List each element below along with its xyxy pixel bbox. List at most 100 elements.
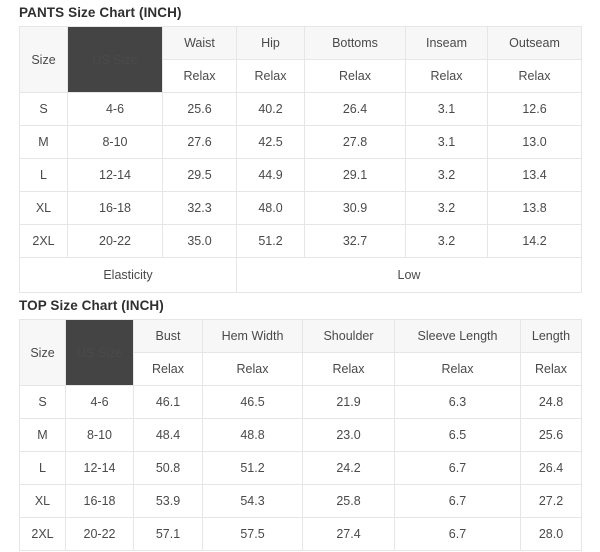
- pants-row-bottoms: 29.1: [304, 158, 406, 192]
- top-row-length: 24.8: [520, 385, 582, 419]
- pants-row-outseam: 13.4: [487, 158, 582, 192]
- table-row: XL 16-18 53.9 54.3 25.8 6.7 27.2: [19, 484, 582, 518]
- table-row: S 4-6 25.6 40.2 26.4 3.1 12.6: [19, 92, 582, 126]
- pants-header-row-fit: Relax Relax Relax Relax Relax: [20, 59, 582, 93]
- top-row-bust: 48.4: [133, 418, 203, 452]
- top-row-hem-width: 57.5: [202, 517, 303, 551]
- pants-row-size: M: [19, 125, 68, 159]
- elasticity-label: Elasticity: [19, 257, 237, 293]
- top-row-size: M: [19, 418, 66, 452]
- top-row-shoulder: 25.8: [302, 484, 395, 518]
- pants-header-waist: Waist: [162, 26, 237, 60]
- top-row-bust: 46.1: [133, 385, 203, 419]
- pants-row-bottoms: 32.7: [304, 224, 406, 258]
- top-row-hem-width: 46.5: [202, 385, 303, 419]
- top-fit-sleeve-length: Relax: [394, 352, 521, 386]
- elasticity-value: Low: [236, 257, 582, 293]
- pants-row-size: XL: [19, 191, 68, 225]
- pants-header-inseam: Inseam: [405, 26, 488, 60]
- top-row-us-size: 12-14: [65, 451, 134, 485]
- pants-row-inseam: 3.2: [405, 224, 488, 258]
- pants-row-inseam: 3.2: [405, 191, 488, 225]
- top-fit-bust: Relax: [133, 352, 203, 386]
- top-row-shoulder: 27.4: [302, 517, 395, 551]
- pants-header-outseam: Outseam: [487, 26, 582, 60]
- pants-fit-bottoms: Relax: [304, 59, 406, 93]
- pants-row-hip: 42.5: [236, 125, 305, 159]
- pants-row-outseam: 13.0: [487, 125, 582, 159]
- top-header-sleeve-length: Sleeve Length: [394, 319, 521, 353]
- pants-header-hip: Hip: [236, 26, 305, 60]
- top-row-size: S: [19, 385, 66, 419]
- pants-row-size: L: [19, 158, 68, 192]
- pants-row-us-size: 20-22: [67, 224, 163, 258]
- top-row-bust: 50.8: [133, 451, 203, 485]
- pants-row-bottoms: 30.9: [304, 191, 406, 225]
- pants-row-size: 2XL: [19, 224, 68, 258]
- top-row-length: 25.6: [520, 418, 582, 452]
- pants-row-outseam: 12.6: [487, 92, 582, 126]
- top-row-sleeve-length: 6.3: [394, 385, 521, 419]
- pants-row-waist: 25.6: [162, 92, 237, 126]
- pants-row-bottoms: 26.4: [304, 92, 406, 126]
- top-fit-shoulder: Relax: [302, 352, 395, 386]
- pants-row-us-size: 16-18: [67, 191, 163, 225]
- table-row: 2XL 20-22 57.1 57.5 27.4 6.7 28.0: [19, 517, 582, 551]
- top-header-bust: Bust: [133, 319, 203, 353]
- pants-header-bottoms: Bottoms: [304, 26, 406, 60]
- table-row: L 12-14 29.5 44.9 29.1 3.2 13.4: [19, 158, 582, 192]
- pants-size-table: Size US Size Waist Hip Bottoms Inseam Ou…: [19, 26, 582, 293]
- pants-row-waist: 27.6: [162, 125, 237, 159]
- top-row-bust: 53.9: [133, 484, 203, 518]
- top-fit-length: Relax: [520, 352, 582, 386]
- pants-row-us-size: 12-14: [67, 158, 163, 192]
- pants-header-size: Size: [19, 26, 68, 93]
- top-row-size: L: [19, 451, 66, 485]
- top-header-size: Size: [19, 319, 66, 386]
- top-fit-hem-width: Relax: [202, 352, 303, 386]
- top-row-sleeve-length: 6.7: [394, 484, 521, 518]
- top-row-us-size: 16-18: [65, 484, 134, 518]
- pants-fit-waist: Relax: [162, 59, 237, 93]
- top-row-sleeve-length: 6.5: [394, 418, 521, 452]
- top-row-bust: 57.1: [133, 517, 203, 551]
- pants-row-hip: 48.0: [236, 191, 305, 225]
- top-row-shoulder: 24.2: [302, 451, 395, 485]
- top-row-hem-width: 48.8: [202, 418, 303, 452]
- pants-row-waist: 32.3: [162, 191, 237, 225]
- top-row-hem-width: 51.2: [202, 451, 303, 485]
- pants-row-hip: 44.9: [236, 158, 305, 192]
- table-row: L 12-14 50.8 51.2 24.2 6.7 26.4: [19, 451, 582, 485]
- pants-row-bottoms: 27.8: [304, 125, 406, 159]
- top-row-length: 26.4: [520, 451, 582, 485]
- top-size-table: Size US Size Bust Hem Width Shoulder Sle…: [19, 319, 582, 551]
- top-header-row-fit: Relax Relax Relax Relax Relax: [20, 352, 582, 386]
- table-row: M 8-10 27.6 42.5 27.8 3.1 13.0: [19, 125, 582, 159]
- top-row-length: 27.2: [520, 484, 582, 518]
- top-row-shoulder: 23.0: [302, 418, 395, 452]
- pants-row-inseam: 3.2: [405, 158, 488, 192]
- top-row-us-size: 8-10: [65, 418, 134, 452]
- table-row: 2XL 20-22 35.0 51.2 32.7 3.2 14.2: [19, 224, 582, 258]
- pants-row-waist: 35.0: [162, 224, 237, 258]
- pants-row-outseam: 13.8: [487, 191, 582, 225]
- pants-header-row-measures: Size US Size Waist Hip Bottoms Inseam Ou…: [19, 26, 582, 93]
- pants-row-size: S: [19, 92, 68, 126]
- top-header-hem-width: Hem Width: [202, 319, 303, 353]
- top-row-us-size: 20-22: [65, 517, 134, 551]
- pants-row-hip: 51.2: [236, 224, 305, 258]
- top-header-us-size: US Size: [65, 319, 134, 386]
- pants-row-us-size: 4-6: [67, 92, 163, 126]
- table-row: S 4-6 46.1 46.5 21.9 6.3 24.8: [19, 385, 582, 419]
- pants-row-inseam: 3.1: [405, 125, 488, 159]
- pants-fit-inseam: Relax: [405, 59, 488, 93]
- top-row-hem-width: 54.3: [202, 484, 303, 518]
- pants-row-outseam: 14.2: [487, 224, 582, 258]
- top-row-sleeve-length: 6.7: [394, 451, 521, 485]
- top-row-shoulder: 21.9: [302, 385, 395, 419]
- pants-header-us-size: US Size: [67, 26, 163, 93]
- table-row: XL 16-18 32.3 48.0 30.9 3.2 13.8: [19, 191, 582, 225]
- pants-row-us-size: 8-10: [67, 125, 163, 159]
- top-header-row-measures: Size US Size Bust Hem Width Shoulder Sle…: [19, 319, 582, 386]
